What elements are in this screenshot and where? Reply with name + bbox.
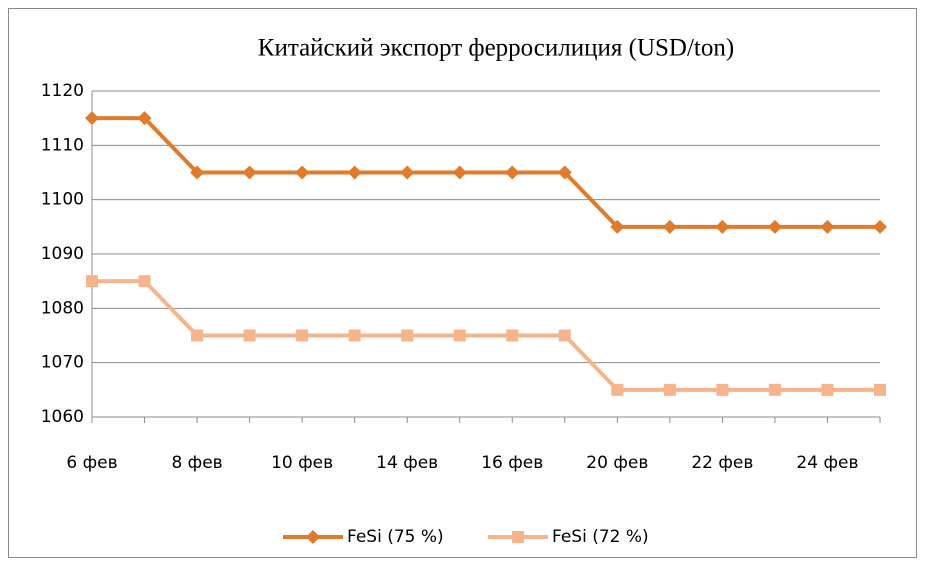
data-point bbox=[348, 329, 361, 342]
data-point bbox=[401, 329, 414, 342]
x-tick-label: 8 фев bbox=[171, 453, 222, 473]
chart-title: Китайский экспорт ферросилиция (USD/ton) bbox=[258, 35, 734, 62]
data-point bbox=[505, 165, 520, 180]
x-tick-label: 24 фев bbox=[796, 453, 858, 473]
legend-label: FeSi (72 %) bbox=[552, 527, 649, 547]
data-point bbox=[242, 165, 257, 180]
data-point bbox=[506, 329, 519, 342]
legend-marker bbox=[512, 531, 524, 543]
data-point bbox=[716, 383, 729, 396]
data-point bbox=[821, 383, 834, 396]
data-point bbox=[138, 275, 151, 288]
data-point bbox=[768, 383, 781, 396]
data-point bbox=[873, 219, 887, 234]
data-point bbox=[767, 219, 782, 234]
y-tick-label: 1120 bbox=[41, 81, 84, 101]
data-point bbox=[715, 219, 730, 234]
y-tick-label: 1060 bbox=[41, 407, 84, 427]
data-point bbox=[137, 111, 152, 126]
chart-frame bbox=[8, 8, 917, 558]
data-point bbox=[557, 165, 572, 180]
x-tick-label: 20 фев bbox=[586, 453, 648, 473]
y-tick-label: 1070 bbox=[41, 353, 84, 373]
data-point bbox=[558, 329, 571, 342]
y-tick-label: 1090 bbox=[41, 244, 84, 264]
x-tick-label: 10 фев bbox=[271, 453, 333, 473]
data-point bbox=[820, 219, 835, 234]
data-point bbox=[874, 383, 886, 396]
data-point bbox=[452, 165, 467, 180]
data-point bbox=[453, 329, 466, 342]
series-line bbox=[92, 116, 880, 229]
data-point bbox=[85, 111, 99, 126]
data-point bbox=[190, 165, 205, 180]
data-point bbox=[295, 165, 310, 180]
data-point bbox=[610, 219, 625, 234]
y-tick-label: 1080 bbox=[41, 298, 84, 318]
series-line bbox=[92, 279, 880, 392]
data-point bbox=[663, 383, 676, 396]
x-tick-label: 14 фев bbox=[376, 453, 438, 473]
data-point bbox=[400, 165, 415, 180]
x-tick-label: 22 фев bbox=[691, 453, 753, 473]
data-point bbox=[86, 275, 98, 288]
y-tick-label: 1100 bbox=[41, 190, 84, 210]
data-point bbox=[347, 165, 362, 180]
data-point bbox=[191, 329, 204, 342]
legend-marker bbox=[306, 530, 320, 544]
data-point bbox=[611, 383, 624, 396]
x-tick-label: 16 фев bbox=[481, 453, 543, 473]
y-tick-label: 1110 bbox=[41, 135, 84, 155]
data-point bbox=[243, 329, 256, 342]
x-tick-label: 6 фев bbox=[66, 453, 117, 473]
legend-label: FeSi (75 %) bbox=[347, 527, 444, 547]
data-point bbox=[662, 219, 677, 234]
data-point bbox=[296, 329, 309, 342]
